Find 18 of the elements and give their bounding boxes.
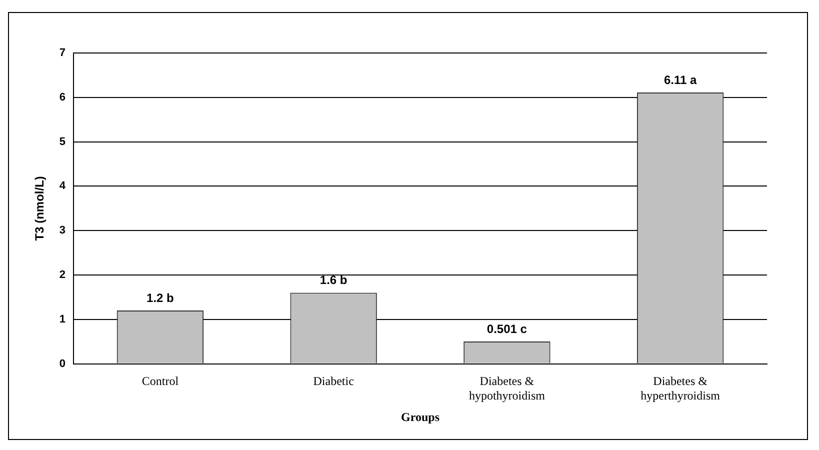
- x-tick-label: Diabetes & hyperthyroidism: [640, 374, 721, 403]
- y-tick-label: 3: [59, 224, 66, 237]
- x-tick-label: Control: [142, 374, 180, 388]
- y-tick-label: 5: [59, 136, 66, 148]
- data-label: 6.11 a: [664, 72, 697, 87]
- y-axis-title: T3 (nmol/L): [32, 176, 47, 241]
- y-tick-label: 4: [59, 180, 66, 192]
- x-axis-title: Groups: [401, 410, 440, 424]
- x-tick-label: Diabetic: [313, 374, 354, 388]
- data-label: 0.501 c: [486, 322, 528, 336]
- x-tick-label: Diabetes & hypothyroidism: [468, 374, 546, 403]
- data-label: 1.6 b: [320, 273, 348, 288]
- data-label: 1.2 b: [146, 290, 174, 305]
- y-tick-label: 0: [59, 358, 66, 370]
- y-tick-label: 6: [59, 91, 66, 104]
- y-tick-label: 2: [59, 269, 66, 282]
- y-tick-label: 1: [59, 313, 66, 326]
- y-tick-label: 7: [59, 47, 66, 60]
